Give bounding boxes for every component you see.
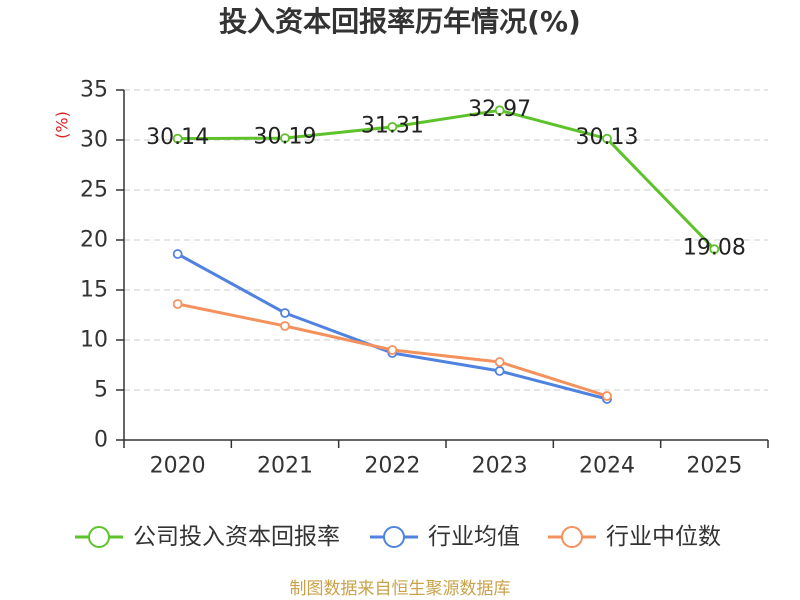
data-point [172,299,183,309]
y-tick-label: 0 [94,428,108,453]
legend-label: 公司投入资本回报率 [133,524,340,550]
series-line-1 [176,108,716,251]
gridlines [124,89,768,391]
y-tick-label: 5 [94,378,108,403]
x-tick-label: 2023 [472,454,528,479]
y-tick-label: 20 [80,228,108,253]
series-line-2 [176,252,609,401]
x-tick-label: 2022 [364,454,420,479]
legend-item: 行业均值 [370,524,520,550]
y-tick-label: 25 [80,178,108,203]
data-label: 30.13 [576,125,639,150]
data-point [280,321,290,331]
data-point [172,133,183,144]
x-tick-label: 2021 [257,454,313,479]
legend-label: 行业均值 [428,524,520,550]
y-tick-label: 10 [80,328,108,353]
legend-label: 行业中位数 [606,524,721,550]
legend-item: 公司投入资本回报率 [75,524,340,550]
data-point [602,133,612,144]
data-point [494,366,505,376]
data-label: 31.31 [361,113,424,138]
legend-marker-icon [383,526,405,548]
data-point [280,133,290,144]
data-point [172,249,183,259]
x-tick-label: 2025 [686,454,742,479]
data-label: 30.19 [254,125,317,150]
y-tick-label: 30 [80,128,108,153]
data-point [280,308,290,318]
data-point [494,357,505,367]
y-tick-label: 15 [80,278,108,303]
data-label: 19.08 [683,236,746,261]
x-tick-label: 2020 [150,454,206,479]
series [172,105,720,404]
data-label: 32.97 [468,97,531,122]
data-point [494,105,505,116]
data-point [602,391,612,401]
legend-marker-icon [88,526,110,548]
y-axis-label: (%) [53,111,72,139]
data-point [387,345,398,355]
legend-item: 行业中位数 [548,524,721,550]
legend-marker-icon [561,526,583,548]
x-tick-label: 2024 [579,454,635,479]
data-point [709,244,720,255]
data-point [387,122,398,132]
chart-title: 投入资本回报率历年情况(%) [219,5,581,38]
data-labels: 30.14 30.19 31.31 32.97 30.13 19.08 [146,97,746,261]
y-tick-label: 35 [80,78,108,103]
legend: 公司投入资本回报率 行业均值 行业中位数 [75,524,721,550]
source-footer: 制图数据来自恒生聚源数据库 [289,579,511,599]
data-label: 30.14 [146,125,209,150]
